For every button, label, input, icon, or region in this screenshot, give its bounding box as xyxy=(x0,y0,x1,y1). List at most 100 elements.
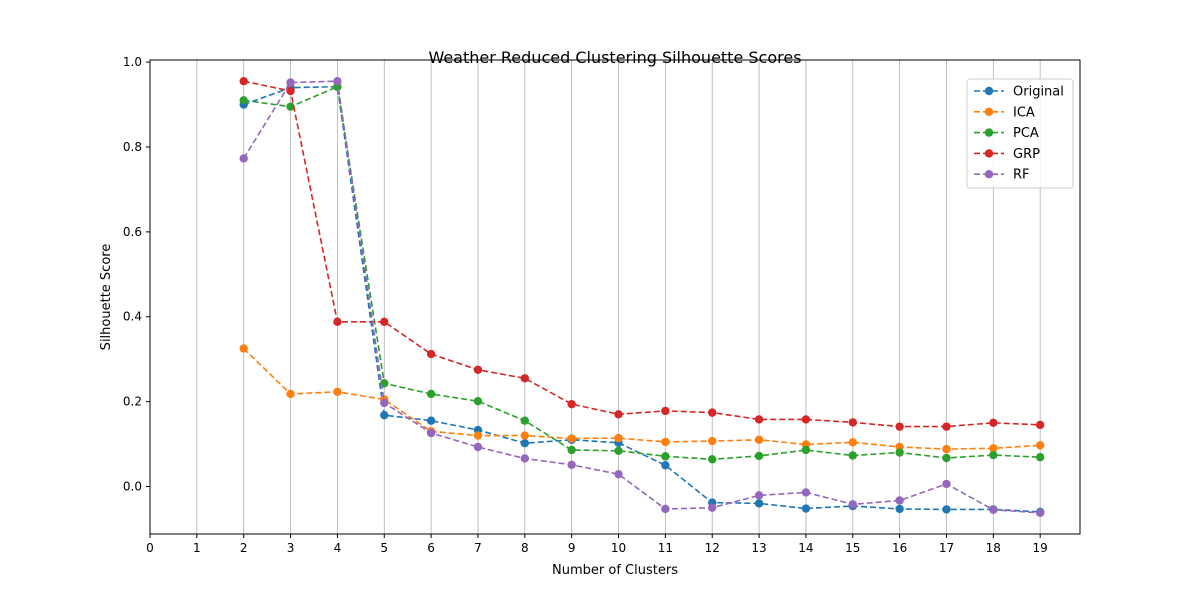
data-point-rf xyxy=(754,491,764,500)
data-point-rf xyxy=(333,77,342,86)
data-point-rf xyxy=(801,488,811,497)
plot-frame xyxy=(149,59,1081,535)
data-point-rf xyxy=(942,479,951,489)
x-tick-label: 14 xyxy=(798,541,813,555)
data-point-pca xyxy=(614,446,623,456)
x-tick-label: 13 xyxy=(751,541,766,555)
data-point-ica xyxy=(989,444,998,453)
data-point-pca xyxy=(895,448,904,457)
x-tick-label: 12 xyxy=(705,541,720,555)
data-point-grp xyxy=(848,418,857,427)
y-axis-ticks: 0.0 0.2 0.4 0.6 0.8 1.0 xyxy=(123,55,150,493)
data-point-rf xyxy=(286,78,295,87)
data-point-rf xyxy=(239,154,248,163)
x-tick-label: 17 xyxy=(939,541,954,555)
y-tick-label: 0.2 xyxy=(123,395,142,409)
legend-item-ica: ICA xyxy=(974,105,1035,120)
data-point-original xyxy=(754,499,764,508)
legend-item-rf: RF xyxy=(974,168,1030,183)
x-tick-label: 8 xyxy=(521,541,529,555)
y-tick-label: 0.4 xyxy=(123,310,142,324)
chart-title: Weather Reduced Clustering Silhouette Sc… xyxy=(428,48,801,67)
data-point-rf xyxy=(426,428,436,438)
data-point-pca xyxy=(848,451,857,460)
legend-marker-ica xyxy=(984,107,994,117)
data-point-grp xyxy=(567,399,576,409)
legend-items: Original ICA PCA GRP RF xyxy=(974,85,1064,183)
legend-label-pca: PCA xyxy=(1013,126,1039,141)
data-point-grp xyxy=(473,365,483,374)
legend-label-rf: RF xyxy=(1013,168,1030,183)
x-axis-label: Number of Clusters xyxy=(552,563,678,578)
legend-marker-pca xyxy=(984,128,994,137)
data-point-grp xyxy=(286,86,295,96)
y-axis-label: Silhouette Score xyxy=(99,244,114,351)
series-grp xyxy=(239,77,1045,431)
data-point-ica xyxy=(754,435,764,444)
data-point-ica xyxy=(473,431,483,440)
data-point-pca xyxy=(942,453,951,463)
x-tick-label: 10 xyxy=(611,541,626,555)
data-point-grp xyxy=(426,349,436,359)
data-point-grp xyxy=(942,422,951,431)
x-tick-label: 15 xyxy=(845,541,860,555)
data-point-ica xyxy=(239,344,248,353)
series-line-rf xyxy=(243,80,1041,514)
data-point-grp xyxy=(520,374,530,383)
data-point-rf xyxy=(895,496,904,505)
legend-item-original: Original xyxy=(974,85,1064,100)
x-tick-label: 5 xyxy=(380,541,388,555)
y-tick-label: 0.8 xyxy=(123,140,142,154)
data-point-grp xyxy=(380,317,389,327)
data-point-original xyxy=(942,505,951,514)
legend: Original ICA PCA GRP RF xyxy=(966,78,1074,189)
x-tick-label: 19 xyxy=(1033,541,1048,555)
legend-label-original: Original xyxy=(1013,85,1064,100)
data-point-rf xyxy=(614,469,623,479)
legend-label-ica: ICA xyxy=(1013,105,1035,120)
data-point-original xyxy=(380,410,389,420)
x-tick-label: 0 xyxy=(146,541,154,555)
data-point-ica xyxy=(942,444,951,454)
data-point-original xyxy=(895,504,904,514)
series-rf xyxy=(239,77,1045,517)
x-tick-label: 7 xyxy=(474,541,482,555)
y-tick-label: 0.6 xyxy=(123,225,142,239)
data-point-ica xyxy=(333,387,342,397)
data-point-ica xyxy=(614,433,623,443)
data-point-pca xyxy=(426,389,436,399)
data-point-ica xyxy=(286,389,295,399)
x-tick-label: 1 xyxy=(193,541,201,555)
data-point-grp xyxy=(661,406,670,416)
y-tick-label: 1.0 xyxy=(123,55,142,69)
data-point-grp xyxy=(239,77,248,86)
legend-item-grp: GRP xyxy=(974,147,1040,162)
data-point-rf xyxy=(1035,508,1045,517)
data-point-grp xyxy=(989,418,998,428)
data-point-pca xyxy=(473,396,483,406)
data-point-grp xyxy=(333,317,342,327)
data-point-rf xyxy=(380,398,389,408)
data-point-pca xyxy=(754,451,764,461)
data-point-original xyxy=(661,461,670,470)
data-point-pca xyxy=(661,452,670,461)
x-tick-label: 4 xyxy=(334,541,342,555)
x-axis-ticks: 0 1 2 3 4 5 6 7 8 9 10 11 12 13 14 15 16 17 18 19 xyxy=(146,534,1048,555)
data-point-ica xyxy=(708,436,717,446)
legend-box xyxy=(966,78,1074,189)
data-point-pca xyxy=(520,416,530,425)
data-point-pca xyxy=(801,445,811,455)
series-line-pca xyxy=(243,85,1041,461)
data-point-grp xyxy=(1035,420,1045,430)
legend-marker-grp xyxy=(984,149,994,158)
x-tick-label: 2 xyxy=(240,541,248,555)
series-group xyxy=(239,77,1045,517)
data-point-pca xyxy=(1035,452,1045,462)
data-point-rf xyxy=(520,454,530,463)
data-point-grp xyxy=(801,415,811,424)
data-point-rf xyxy=(989,505,998,515)
data-point-ica xyxy=(567,434,576,443)
data-point-original xyxy=(520,438,530,448)
